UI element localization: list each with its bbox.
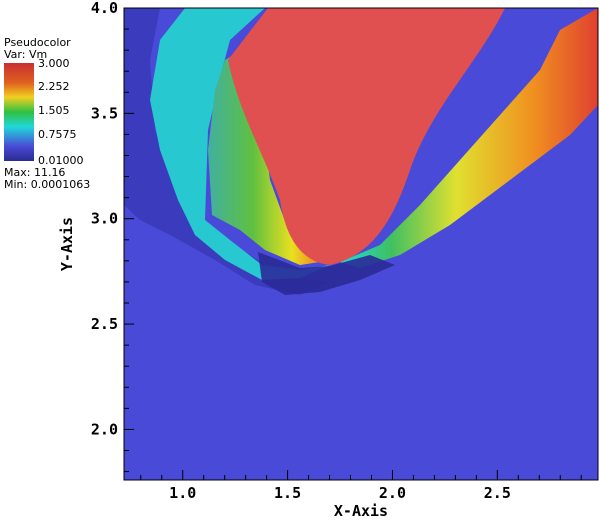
y-tick-label: 2.0	[91, 420, 118, 438]
legend-level: 2.252	[38, 80, 70, 93]
y-axis-ticks: 2.0 2.5 3.0 3.5 4.0	[91, 0, 134, 473]
wake-patch	[258, 252, 395, 295]
y-axis-title: Y-Axis	[58, 217, 76, 271]
x-tick-label: 1.0	[169, 484, 196, 502]
saturated-body	[228, 8, 505, 265]
legend-level: 0.01000	[38, 154, 84, 167]
x-axis-ticks: 1.0 1.5 2.0 2.5	[140, 470, 582, 502]
legend-min: Min: 0.0001063	[4, 178, 90, 191]
x-tick-label: 2.5	[484, 484, 511, 502]
x-tick-label: 1.5	[274, 484, 301, 502]
colorbar	[4, 63, 34, 161]
x-axis-title: X-Axis	[334, 502, 388, 520]
x-tick-label: 2.0	[379, 484, 406, 502]
legend: Pseudocolor Var: Vm 3.000 2.252 1.505 0.…	[4, 36, 90, 191]
legend-max: Max: 11.16	[4, 166, 65, 179]
plot-area	[124, 8, 598, 480]
plot-frame	[123, 7, 599, 481]
y-tick-label: 3.5	[91, 104, 118, 122]
legend-level: 1.505	[38, 104, 70, 117]
shock-layer-left	[150, 8, 330, 280]
legend-variable: Var: Vm	[4, 48, 47, 61]
legend-level: 0.7575	[38, 128, 77, 141]
turbulent-wake-region	[124, 8, 330, 295]
gradient-band-right	[340, 8, 598, 268]
legend-level: 3.000	[38, 57, 70, 70]
y-tick-label: 3.0	[91, 210, 118, 228]
y-tick-label: 4.0	[91, 0, 118, 17]
y-tick-label: 2.5	[91, 315, 118, 333]
legend-title: Pseudocolor	[4, 36, 71, 49]
